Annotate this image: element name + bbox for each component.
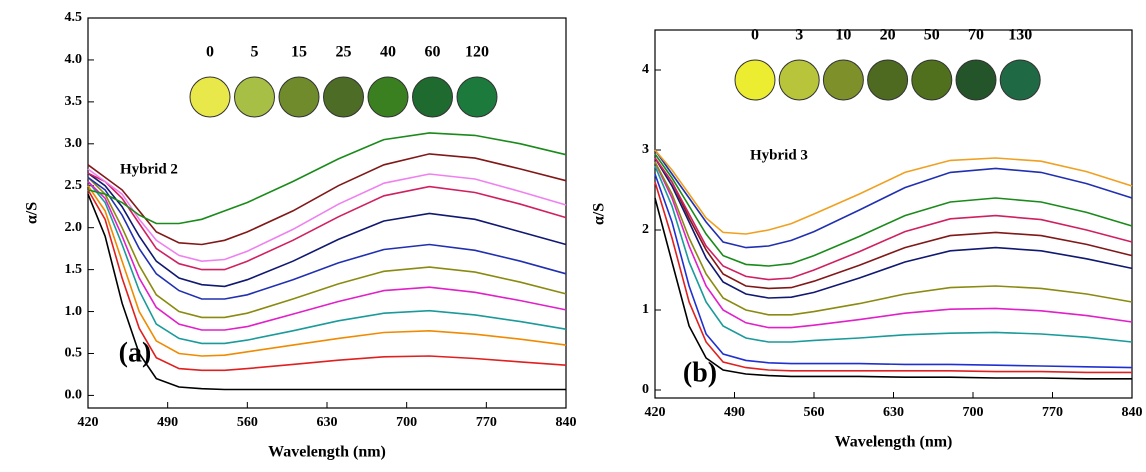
swatch-label: 20 <box>880 27 896 44</box>
swatch-label: 0 <box>751 27 759 44</box>
swatch-label: 60 <box>425 44 441 61</box>
curve <box>654 161 1133 316</box>
curve <box>87 132 567 225</box>
y-tick-label: 4.5 <box>65 10 83 25</box>
swatch-label: 130 <box>1008 27 1032 44</box>
y-tick-label: 3.0 <box>65 136 83 151</box>
swatch-label: 25 <box>336 44 352 61</box>
sample-label: Hybrid 2 <box>120 161 178 177</box>
swatch-label: 15 <box>291 44 307 61</box>
color-swatch <box>323 76 364 118</box>
x-tick-label: 770 <box>476 415 497 430</box>
x-tick-label: 560 <box>237 415 258 430</box>
x-tick-label: 420 <box>645 405 666 420</box>
y-tick-label: 3 <box>642 142 649 157</box>
x-tick-label: 560 <box>804 405 825 420</box>
curve <box>654 161 1133 329</box>
curve <box>654 197 1132 380</box>
curve <box>654 153 1133 267</box>
curve <box>654 181 1132 374</box>
x-tick-label: 490 <box>157 415 178 430</box>
y-tick-label: 1.0 <box>65 304 83 319</box>
swatch-label: 70 <box>968 27 984 44</box>
color-swatch <box>456 76 498 118</box>
x-tick-label: 700 <box>963 405 984 420</box>
color-swatch <box>278 76 320 118</box>
color-swatch <box>778 59 820 101</box>
panel-label: (b) <box>683 357 717 388</box>
y-tick-label: 3.5 <box>65 94 83 109</box>
curve <box>87 180 567 345</box>
curve <box>87 176 567 319</box>
color-swatch <box>189 76 231 118</box>
curve <box>654 173 1133 369</box>
x-tick-label: 770 <box>1042 405 1063 420</box>
curve <box>87 185 567 357</box>
color-swatch <box>999 59 1041 101</box>
color-swatch <box>412 76 453 118</box>
curve <box>87 168 567 263</box>
sample-label: Hybrid 3 <box>750 147 808 163</box>
x-tick-label: 700 <box>396 415 417 430</box>
x-tick-label: 630 <box>883 405 904 420</box>
curve <box>654 149 1133 235</box>
curve <box>87 153 567 246</box>
color-swatch <box>867 59 909 101</box>
y-tick-label: 2.0 <box>65 220 83 235</box>
color-swatch <box>911 59 953 101</box>
y-tick-label: 0.5 <box>65 346 83 361</box>
swatch-label: 5 <box>251 44 259 61</box>
color-swatch <box>955 59 997 101</box>
color-swatch <box>822 59 864 101</box>
swatch-label: 120 <box>465 44 489 61</box>
y-tick-label: 0 <box>642 382 649 397</box>
color-swatch <box>234 76 275 118</box>
swatch-label: 3 <box>795 27 803 44</box>
y-tick-label: 2.5 <box>65 178 83 193</box>
color-swatch <box>367 76 409 118</box>
x-tick-label: 490 <box>724 405 745 420</box>
y-axis-label: α/S <box>591 203 608 225</box>
y-axis-label: α/S <box>24 202 41 224</box>
curve <box>654 157 1133 299</box>
x-tick-label: 630 <box>317 415 338 430</box>
plot-frame <box>87 17 567 409</box>
curve <box>87 189 567 372</box>
curve <box>87 172 567 271</box>
swatch-label: 50 <box>924 27 940 44</box>
curve <box>654 157 1133 290</box>
x-axis-label: Wavelength (nm) <box>268 444 386 461</box>
y-tick-label: 4 <box>642 62 649 77</box>
curve <box>87 193 566 391</box>
panel-label: (a) <box>119 337 152 368</box>
y-tick-label: 2 <box>642 222 649 237</box>
swatch-label: 10 <box>835 27 851 44</box>
curve <box>87 180 567 331</box>
curve <box>654 149 1133 249</box>
y-tick-label: 0.0 <box>65 388 83 403</box>
x-axis-label: Wavelength (nm) <box>835 434 953 451</box>
color-swatch <box>734 59 776 101</box>
y-tick-label: 1.5 <box>65 262 83 277</box>
y-tick-label: 4.0 <box>65 52 83 67</box>
x-tick-label: 420 <box>78 415 99 430</box>
curve <box>87 176 567 300</box>
swatch-label: 0 <box>206 44 214 61</box>
curve <box>654 157 1133 281</box>
x-tick-label: 840 <box>556 415 577 430</box>
curve <box>87 172 567 288</box>
swatch-label: 40 <box>380 44 396 61</box>
x-tick-label: 840 <box>1122 405 1143 420</box>
curve <box>654 165 1133 343</box>
y-tick-label: 1 <box>642 302 649 317</box>
